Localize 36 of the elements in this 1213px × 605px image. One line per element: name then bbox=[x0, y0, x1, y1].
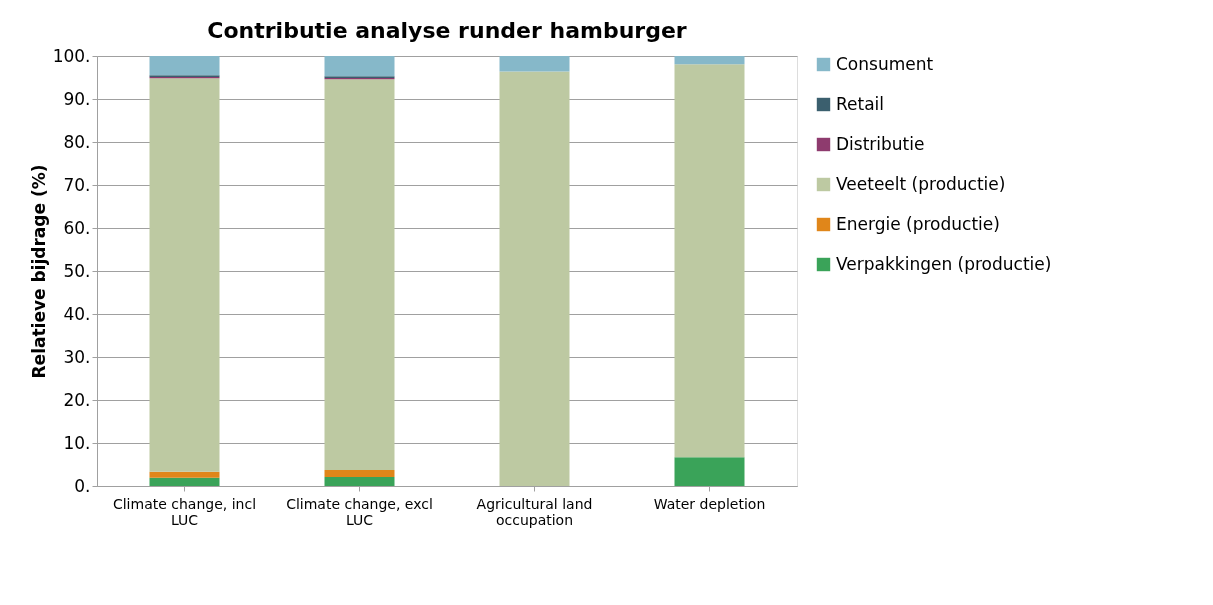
bar bbox=[149, 56, 220, 76]
y-tick-label: 20. bbox=[63, 389, 91, 410]
y-tick-label: 50. bbox=[63, 260, 91, 281]
legend-label: Consument bbox=[836, 53, 934, 74]
x-tick-label: Climate change, incl LUC bbox=[112, 495, 257, 528]
bar bbox=[499, 71, 570, 486]
legend-label: Retail bbox=[836, 93, 885, 114]
legend-label: Distributie bbox=[836, 133, 925, 154]
y-tick-label: 80. bbox=[63, 131, 91, 152]
chart-title: Contributie analyse runder hamburger bbox=[207, 18, 687, 43]
y-tick-label: 30. bbox=[63, 346, 91, 367]
y-tick-label: 0. bbox=[74, 475, 91, 496]
bar bbox=[149, 477, 220, 486]
y-tick-label: 90. bbox=[63, 88, 91, 109]
bar bbox=[499, 56, 570, 72]
y-tick-label: 100. bbox=[52, 45, 91, 66]
legend-label: Energie (productie) bbox=[836, 213, 1000, 234]
legend-label: Verpakkingen (productie) bbox=[836, 253, 1052, 274]
y-tick-label: 40. bbox=[63, 303, 91, 324]
bar bbox=[149, 471, 220, 478]
x-tick-label: Water depletion bbox=[653, 495, 766, 512]
bar bbox=[324, 56, 395, 77]
y-tick-label: 10. bbox=[63, 432, 91, 453]
bar bbox=[674, 56, 745, 65]
y-tick-label: 60. bbox=[63, 217, 91, 238]
bar bbox=[674, 457, 745, 486]
bar bbox=[324, 79, 395, 471]
x-tick-label: Climate change, excl LUC bbox=[286, 495, 433, 528]
x-tick-label: Agricultural land occupation bbox=[476, 495, 593, 528]
y-tick-label: 70. bbox=[63, 174, 91, 195]
bar bbox=[324, 470, 395, 477]
y-axis-title: Relatieve bijdrage (%) bbox=[28, 164, 49, 379]
bar bbox=[674, 64, 745, 458]
legend-label: Veeteelt (productie) bbox=[836, 173, 1006, 194]
bar bbox=[324, 476, 395, 486]
bar bbox=[149, 78, 220, 472]
